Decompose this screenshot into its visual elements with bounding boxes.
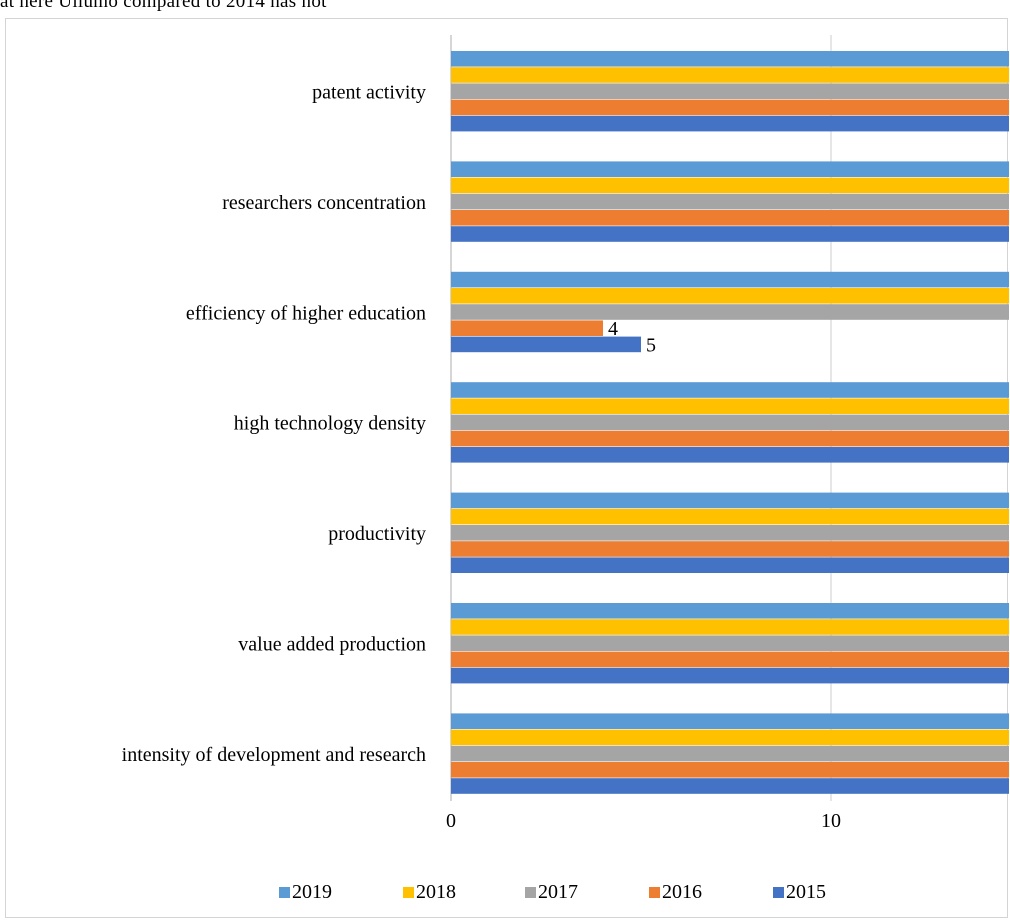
bar-2018: [451, 288, 1009, 304]
bar-2016: [451, 99, 1009, 116]
bar-2017: [451, 304, 1009, 320]
bar-2018: [451, 398, 1009, 414]
bar-chart: 3636272728491646444548282145353732343657…: [122, 35, 1009, 903]
legend: 2019 2018 2017 2016 2015: [279, 881, 826, 903]
bar-2017: [451, 745, 1009, 762]
category-labels: patent activity researchers concentration…: [122, 82, 426, 766]
bar-2015: [451, 557, 1009, 573]
bar-2019: [451, 271, 1009, 288]
bar-2018: [451, 177, 1009, 194]
bar-2016: [451, 541, 1009, 557]
bar-2019: [451, 382, 1009, 398]
bar-2015: [451, 336, 641, 353]
category-label: productivity: [328, 523, 426, 545]
legend-swatch-2015: [773, 887, 784, 898]
legend-label: 2015: [786, 881, 826, 903]
bar-2019: [451, 603, 1009, 619]
bar-2018: [451, 619, 1009, 635]
bar-2019: [451, 161, 1009, 177]
top-text-fragment: at here Ullumo compared to 2014 has not: [0, 0, 327, 12]
bar-2017: [451, 525, 1009, 541]
bar-2016: [451, 320, 603, 336]
data-label: 4: [608, 318, 618, 340]
bar-2016: [451, 762, 1009, 778]
bar-2015: [451, 115, 1009, 132]
legend-label: 2019: [292, 881, 332, 903]
category-label: efficiency of higher education: [186, 302, 426, 324]
category-label: patent activity: [312, 82, 426, 104]
legend-label: 2016: [662, 881, 702, 903]
legend-swatch-2017: [525, 887, 536, 898]
bar-2018: [451, 508, 1009, 525]
x-axis-ticks: 010203040506070: [446, 810, 841, 832]
bar-2016: [451, 430, 1009, 447]
x-tick-label: 10: [821, 810, 841, 832]
legend-swatch-2019: [279, 887, 290, 898]
chart-frame: 3636272728491646444548282145353732343657…: [5, 18, 1009, 918]
bar-2015: [451, 447, 1009, 463]
bar-2017: [451, 414, 1009, 431]
category-label: value added production: [238, 634, 426, 656]
category-label: researchers concentration: [222, 192, 426, 214]
bar-2019: [451, 713, 1009, 729]
bar-2015: [451, 226, 1009, 242]
bar-2017: [451, 635, 1009, 651]
bars: [451, 51, 1009, 794]
bar-2015: [451, 778, 1009, 794]
data-labels: 3636272728491646444548282145353732343657…: [608, 318, 656, 356]
bar-2015: [451, 667, 1009, 684]
category-label: high technology density: [234, 413, 426, 435]
bar-2016: [451, 210, 1009, 226]
bar-2016: [451, 651, 1009, 668]
bar-2018: [451, 729, 1009, 746]
data-label: 5: [646, 334, 656, 356]
bar-2019: [451, 492, 1009, 509]
legend-label: 2018: [416, 881, 456, 903]
x-tick-label: 0: [446, 810, 456, 832]
bar-2017: [451, 83, 1009, 99]
legend-swatch-2018: [403, 887, 414, 898]
bar-2018: [451, 67, 1009, 83]
legend-swatch-2016: [649, 887, 660, 898]
legend-label: 2017: [538, 881, 578, 903]
bar-2017: [451, 193, 1009, 210]
bar-2019: [451, 51, 1009, 67]
category-label: intensity of development and research: [122, 744, 426, 766]
